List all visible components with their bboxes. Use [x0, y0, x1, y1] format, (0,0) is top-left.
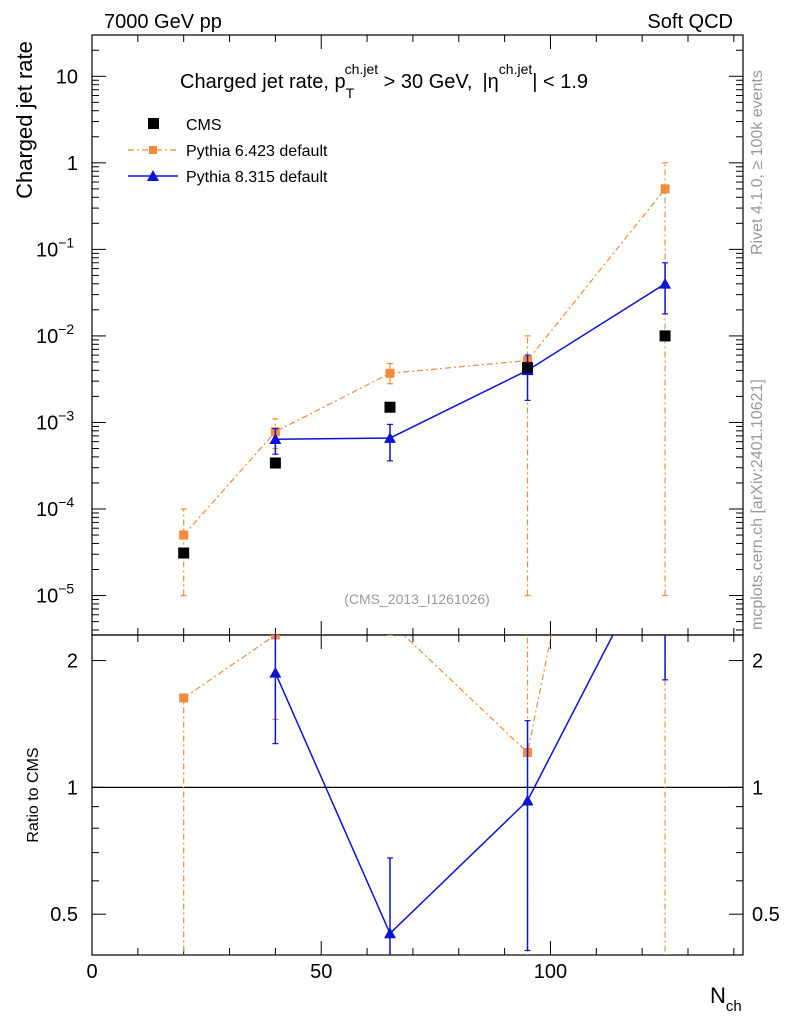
y-tick-label: 1 — [67, 153, 78, 175]
mc-data-point — [269, 433, 282, 445]
chart-title: Charged jet rate, pTch.jet > 30 GeV, |ηch… — [180, 61, 588, 101]
ratio-data-point — [179, 693, 189, 703]
ratio-data-layer — [179, 67, 670, 955]
ratio-line-1 — [183, 635, 552, 754]
legend-cms-marker — [148, 118, 159, 129]
mc-data-point — [659, 277, 672, 289]
y-tick-label: 10−4 — [36, 494, 74, 521]
y-tick-label: 10−1 — [36, 234, 74, 261]
y-tick-label: 10−3 — [36, 407, 74, 434]
x-tick-label: 0 — [86, 961, 97, 983]
ratio-data-point — [521, 794, 534, 806]
legend-pythia6-label: Pythia 6.423 default — [186, 143, 328, 160]
ratio-data-point — [269, 666, 282, 678]
cms-data-point — [269, 457, 281, 469]
ratio-tick-label-left: 1 — [67, 777, 78, 799]
x-tick-label: 50 — [310, 961, 332, 983]
mc-data-point — [179, 530, 189, 540]
series-line-1 — [183, 188, 666, 536]
ratio-tick-label-right: 2 — [752, 651, 763, 673]
source-label: mcplots.cern.ch [arXiv:2401.10621] — [749, 379, 766, 630]
axes-ticks: 0 50 100 10−5 10−4 10−3 10−2 10−1 1 10 0.5 0.5 1 1 2 2 — [36, 34, 780, 983]
y-tick-label: 10−5 — [36, 581, 74, 608]
ratio-data-point — [661, 67, 670, 76]
cms-data-point — [522, 362, 534, 374]
ratio-plot-frame — [91, 634, 744, 956]
cms-data-point — [384, 401, 396, 413]
x-tick-label: 100 — [534, 961, 567, 983]
series-line-2 — [275, 283, 666, 440]
ratio-tick-label-left: 0.5 — [50, 904, 78, 926]
legend-pythia8-label: Pythia 8.315 default — [186, 169, 328, 186]
y-tick-label: 10−2 — [36, 321, 74, 348]
legend-cms-label: CMS — [186, 117, 222, 134]
ratio-tick-label-right: 0.5 — [752, 904, 780, 926]
mc-data-point — [385, 368, 395, 378]
ratio-line-2 — [274, 635, 614, 935]
mc-data-point — [383, 432, 396, 443]
y-tick-label: 10 — [56, 66, 78, 88]
energy-label: 7000 GeV pp — [104, 11, 222, 33]
ratio-tick-label-right: 1 — [752, 777, 763, 799]
x-axis-label: Nch — [710, 983, 742, 1015]
cms-data-point — [659, 330, 671, 342]
legend-pythia6-marker — [149, 146, 157, 154]
y-axis-label: Charged jet rate — [12, 41, 37, 199]
ratio-axis-label: Ratio to CMS — [25, 747, 42, 842]
cms-data-point — [178, 547, 190, 559]
analysis-id: (CMS_2013_I1261026) — [344, 591, 490, 607]
process-label: Soft QCD — [647, 11, 733, 33]
ratio-data-point — [383, 927, 396, 939]
main-data-layer — [178, 162, 672, 597]
legend-pythia8-marker — [147, 170, 159, 181]
rivet-version-label: Rivet 4.1.0, ≥ 100k events — [749, 70, 766, 255]
mc-data-point — [660, 184, 670, 194]
ratio-tick-label-left: 2 — [67, 651, 78, 673]
ratio-data-point — [385, 617, 394, 626]
legend: CMS Pythia 6.423 default Pythia 8.315 de… — [128, 117, 328, 186]
